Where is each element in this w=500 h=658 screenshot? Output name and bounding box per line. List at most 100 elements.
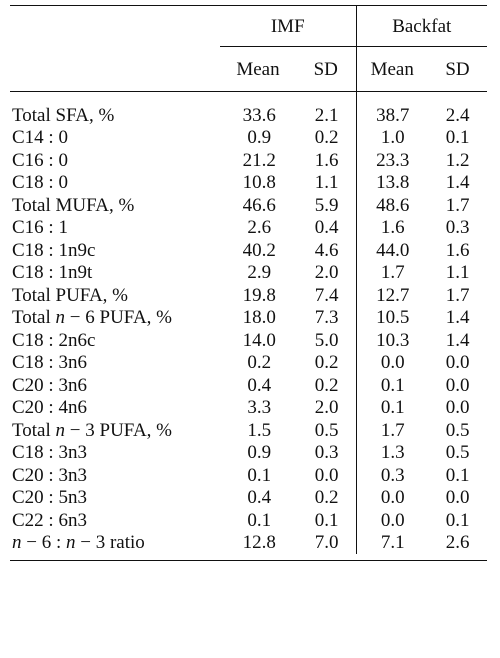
table-row: Total MUFA, % 46.6 5.9 48.6 1.7 — [10, 194, 487, 217]
backfat-mean-cell: 0.3 — [356, 464, 429, 487]
row-label: Total n − 6 PUFA, % — [12, 307, 172, 329]
fatty-acid-table: IMF Backfat Mean SD Mean SD Total SFA, — [10, 5, 487, 561]
imf-mean-cell: 0.2 — [247, 352, 272, 374]
imf-mean-cell: 18.0 — [242, 307, 276, 329]
backfat-sd-cell: 1.4 — [445, 307, 470, 329]
imf-mean-cell: 0.9 — [247, 127, 272, 149]
imf-sd-cell: 2.0 — [314, 262, 339, 284]
backfat-sd-cell: 1.7 — [445, 194, 470, 216]
imf-mean-cell: 12.8 — [242, 532, 276, 554]
imf-sd-cell: 0.0 — [314, 464, 339, 486]
row-label: C18 : 3n3 — [12, 442, 87, 464]
table-row: C14 : 0 0.9 0.2 1.0 0.1 — [10, 126, 487, 149]
table-row: C18 : 1n9c 40.2 4.6 44.0 1.6 — [10, 239, 487, 262]
row-label: Total SFA, % — [12, 104, 115, 126]
backfat-mean-cell: 0.0 — [356, 351, 429, 374]
imf-mean-cell: 19.8 — [242, 284, 276, 306]
backfat-sd-cell: 2.6 — [445, 532, 470, 554]
backfat-mean-cell: 44.0 — [356, 239, 429, 262]
table-row: C22 : 6n3 0.1 0.1 0.0 0.1 — [10, 509, 487, 532]
imf-mean-cell: 1.5 — [247, 419, 272, 441]
table-row: C18 : 3n6 0.2 0.2 0.0 0.0 — [10, 351, 487, 374]
row-label: C18 : 1n9c — [12, 239, 96, 261]
backfat-mean-cell: 0.0 — [356, 509, 429, 532]
backfat-sd-cell: 0.1 — [445, 464, 470, 486]
backfat-mean-cell: 10.5 — [356, 306, 429, 329]
backfat-sd-cell: 0.1 — [445, 127, 470, 149]
imf-mean-cell: 2.9 — [247, 262, 272, 284]
imf-sd-cell: 0.4 — [314, 217, 339, 239]
imf-mean-cell: 14.0 — [242, 329, 276, 351]
corner-cell-sub — [10, 47, 220, 92]
table-row: C18 : 0 10.8 1.1 13.8 1.4 — [10, 171, 487, 194]
backfat-mean-cell: 23.3 — [356, 149, 429, 172]
row-label: C20 : 5n3 — [12, 487, 87, 509]
row-label: Total MUFA, % — [12, 194, 135, 216]
row-label: C22 : 6n3 — [12, 509, 87, 531]
imf-mean-cell: 0.4 — [247, 487, 272, 509]
table-row: C18 : 1n9t 2.9 2.0 1.7 1.1 — [10, 261, 487, 284]
backfat-sd-cell: 0.1 — [445, 509, 470, 531]
imf-sd-cell: 0.1 — [314, 509, 339, 531]
imf-sd-cell: 5.9 — [314, 194, 339, 216]
imf-sd-cell: 2.0 — [314, 397, 339, 419]
row-label: C18 : 2n6c — [12, 329, 96, 351]
row-label: C14 : 0 — [12, 127, 68, 149]
backfat-sd-cell: 1.7 — [445, 284, 470, 306]
imf-sd-cell: 5.0 — [314, 329, 339, 351]
table-row: C20 : 5n3 0.4 0.2 0.0 0.0 — [10, 486, 487, 509]
backfat-mean-cell: 38.7 — [356, 104, 429, 127]
backfat-mean-cell: 10.3 — [356, 329, 429, 352]
row-label: C18 : 0 — [12, 172, 68, 194]
backfat-sd-cell: 0.0 — [445, 487, 470, 509]
backfat-mean-cell: 1.7 — [356, 261, 429, 284]
table-body: IMF Backfat Mean SD Mean SD — [10, 6, 487, 91]
row-label: Total PUFA, % — [12, 284, 129, 306]
imf-sd-cell: 7.0 — [314, 532, 339, 554]
backfat-sd-cell: 0.0 — [445, 352, 470, 374]
imf-mean-cell: 3.3 — [247, 397, 272, 419]
imf-sd-cell: 0.2 — [314, 352, 339, 374]
row-label: Total n − 3 PUFA, % — [12, 419, 172, 441]
backfat-mean-cell: 0.1 — [356, 374, 429, 397]
imf-mean-cell: 0.9 — [247, 442, 272, 464]
row-label: C16 : 1 — [12, 217, 68, 239]
corner-cell — [10, 6, 220, 47]
imf-mean-cell: 33.6 — [242, 104, 276, 126]
imf-sd-cell: 1.6 — [314, 149, 339, 171]
backfat-sd-cell: 0.0 — [445, 374, 470, 396]
table-bottom-rule — [10, 560, 487, 561]
imf-mean-cell: 10.8 — [242, 172, 276, 194]
row-label: C20 : 4n6 — [12, 397, 87, 419]
row-label: C18 : 3n6 — [12, 352, 87, 374]
group-header-row: IMF Backfat — [10, 6, 487, 47]
imf-mean-cell: 0.4 — [247, 374, 272, 396]
row-label: C18 : 1n9t — [12, 262, 93, 284]
backfat-sd-cell: 1.4 — [445, 172, 470, 194]
imf-sd-cell: 0.3 — [314, 442, 339, 464]
backfat-mean-cell: 7.1 — [356, 531, 429, 554]
backfat-sd-cell: 1.6 — [445, 239, 470, 261]
backfat-mean-cell: 1.6 — [356, 216, 429, 239]
backfat-sd-cell: 1.2 — [445, 149, 470, 171]
table-row: C20 : 3n3 0.1 0.0 0.3 0.1 — [10, 464, 487, 487]
imf-mean-cell: 46.6 — [242, 194, 276, 216]
imf-sd-cell: 0.5 — [314, 419, 339, 441]
imf-mean-cell: 2.6 — [247, 217, 272, 239]
row-label: n − 6 : n − 3 ratio — [12, 532, 145, 554]
backfat-mean-cell: 1.3 — [356, 441, 429, 464]
row-label: C16 : 0 — [12, 149, 68, 171]
table-top-rule — [10, 5, 487, 6]
imf-sd-cell: 2.1 — [314, 104, 339, 126]
table-row: Total SFA, % 33.6 2.1 38.7 2.4 — [10, 104, 487, 127]
sub-header-imf-sd: SD — [313, 58, 338, 80]
backfat-mean-cell: 48.6 — [356, 194, 429, 217]
backfat-mean-cell: 12.7 — [356, 284, 429, 307]
backfat-sd-cell: 1.4 — [445, 329, 470, 351]
backfat-sd-cell: 0.3 — [445, 217, 470, 239]
backfat-sd-cell: 1.1 — [445, 262, 470, 284]
table-row: C18 : 2n6c 14.0 5.0 10.3 1.4 — [10, 329, 487, 352]
table-row: Total n − 6 PUFA, % 18.0 7.3 10.5 1.4 — [10, 306, 487, 329]
imf-sd-cell: 4.6 — [314, 239, 339, 261]
backfat-sd-cell: 0.5 — [445, 419, 470, 441]
